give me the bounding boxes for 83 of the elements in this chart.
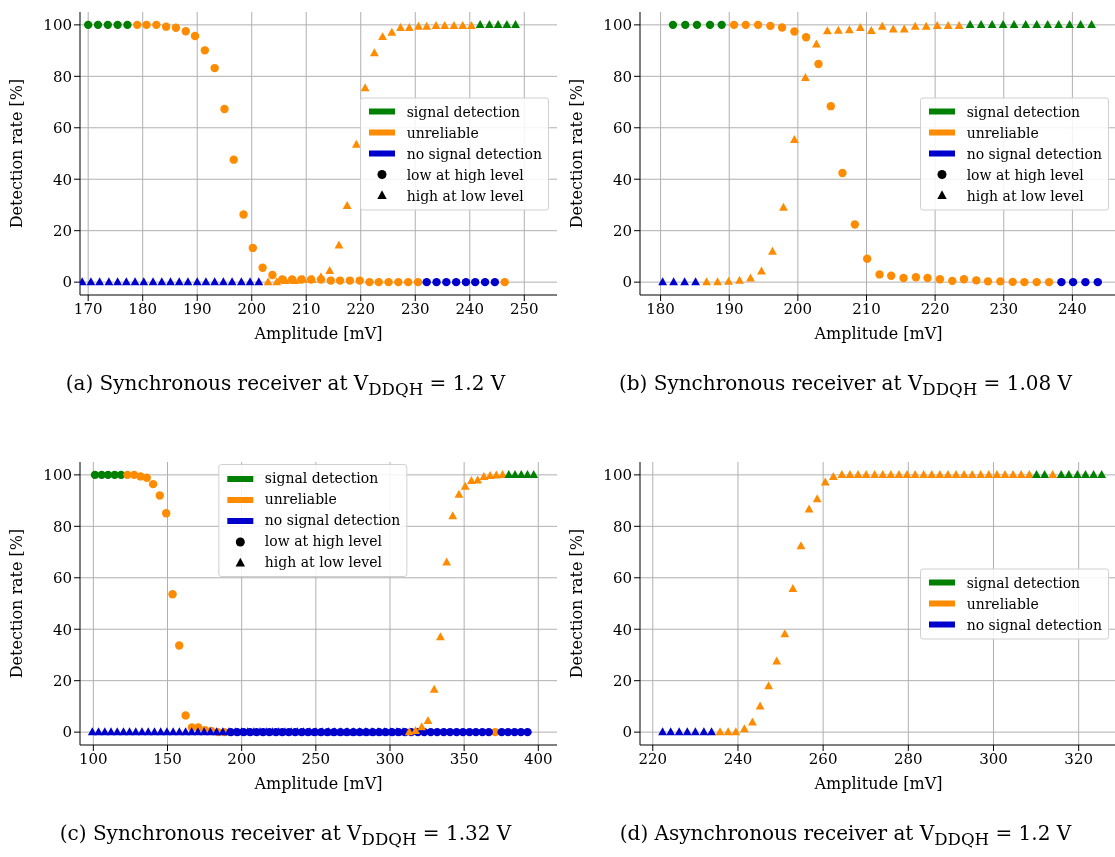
x-axis-title: Amplitude [mV] [813, 324, 943, 343]
y-tick-label: 40 [612, 170, 632, 189]
y-tick-label: 60 [52, 569, 72, 588]
y-tick-label: 20 [52, 672, 72, 691]
x-tick-label: 260 [808, 749, 838, 768]
text: (d) Asynchronous receiver at V$_{DDQH}$ = 1.2 V [618, 821, 1073, 849]
x-tick-label: 170 [73, 299, 103, 318]
y-tick-label: 100 [603, 466, 632, 485]
y-axis-title: Detection rate [%] [6, 528, 26, 679]
x-tick-label: 150 [153, 749, 182, 768]
text: (a) Synchronous receiver at V$_{DDQH}$ = 1.2 V [64, 371, 507, 399]
y-tick-label: 80 [612, 67, 632, 86]
x-tick-label: 350 [449, 749, 479, 768]
y-tick-label: 60 [52, 119, 72, 138]
x-axis-title: Amplitude [mV] [253, 324, 383, 343]
legend-label: no signal detection [966, 144, 1102, 164]
x-tick-label: 220 [638, 749, 668, 768]
text: (b) Synchronous receiver at V$_{DDQH}$ = 1.08 V [617, 371, 1074, 399]
legend-label: low at high level [966, 165, 1084, 185]
legend-label: high at low level [264, 553, 382, 572]
x-tick-label: 240 [723, 749, 753, 768]
y-axis-title: Detection rate [%] [566, 528, 586, 679]
text: (c) Synchronous receiver at V$_{DDQH}$ = 1.32 V [58, 821, 513, 849]
legend-label: unreliable [406, 123, 479, 142]
y-tick-label: 0 [622, 273, 632, 292]
y-tick-label: 60 [612, 119, 632, 138]
x-axis-title: Amplitude [mV] [813, 774, 943, 793]
x-tick-label: 190 [182, 299, 212, 318]
legend-label: low at high level [406, 165, 524, 185]
y-tick-label: 80 [612, 517, 632, 536]
y-tick-label: 20 [612, 222, 632, 241]
x-tick-label: 230 [400, 299, 430, 318]
x-tick-label: 190 [714, 299, 744, 318]
x-tick-label: 200 [227, 749, 256, 768]
x-tick-label: 180 [646, 299, 675, 318]
y-tick-label: 60 [612, 569, 632, 588]
x-tick-label: 320 [1064, 749, 1093, 768]
y-tick-label: 0 [622, 723, 632, 742]
x-tick-label: 210 [852, 299, 881, 318]
y-tick-label: 20 [612, 672, 632, 691]
x-tick-label: 250 [301, 749, 331, 768]
y-tick-label: 0 [62, 273, 72, 292]
x-tick-label: 220 [920, 299, 950, 318]
legend-label: no signal detection [966, 615, 1102, 635]
y-tick-label: 20 [52, 222, 72, 241]
y-axis-title: Detection rate [%] [566, 78, 586, 229]
y-tick-label: 80 [52, 517, 72, 536]
legend-label: unreliable [966, 594, 1039, 613]
x-tick-label: 210 [291, 299, 321, 318]
legend-label: unreliable [966, 123, 1039, 142]
y-tick-label: 100 [43, 16, 72, 35]
y-tick-label: 100 [603, 16, 632, 35]
x-tick-label: 240 [1058, 299, 1087, 318]
legend-label: signal detection [406, 102, 521, 122]
y-tick-label: 80 [52, 67, 72, 86]
y-tick-label: 0 [62, 723, 72, 742]
x-tick-label: 100 [79, 749, 108, 768]
x-tick-label: 250 [509, 299, 539, 318]
x-tick-label: 280 [893, 749, 923, 768]
legend-label: unreliable [264, 490, 337, 509]
x-tick-label: 230 [989, 299, 1019, 318]
y-tick-label: 100 [43, 466, 72, 485]
x-tick-label: 200 [783, 299, 813, 318]
legend-label: no signal detection [264, 511, 401, 530]
x-tick-label: 300 [979, 749, 1008, 768]
y-tick-label: 40 [612, 620, 632, 639]
legend-label: high at low level [406, 186, 524, 206]
legend-label: low at high level [264, 532, 382, 551]
legend-label: high at low level [966, 186, 1084, 206]
x-tick-label: 400 [523, 749, 553, 768]
legend-label: signal detection [966, 102, 1081, 122]
x-tick-label: 300 [375, 749, 405, 768]
x-tick-label: 240 [455, 299, 485, 318]
legend-label: no signal detection [406, 144, 542, 164]
x-axis-title: Amplitude [mV] [253, 774, 383, 793]
y-tick-label: 40 [52, 170, 72, 189]
x-tick-label: 200 [237, 299, 267, 318]
legend-label: signal detection [264, 469, 379, 488]
y-tick-label: 40 [52, 620, 72, 639]
y-axis-title: Detection rate [%] [6, 78, 26, 229]
legend-label: signal detection [966, 573, 1081, 593]
x-tick-label: 220 [346, 299, 376, 318]
x-tick-label: 180 [128, 299, 158, 318]
